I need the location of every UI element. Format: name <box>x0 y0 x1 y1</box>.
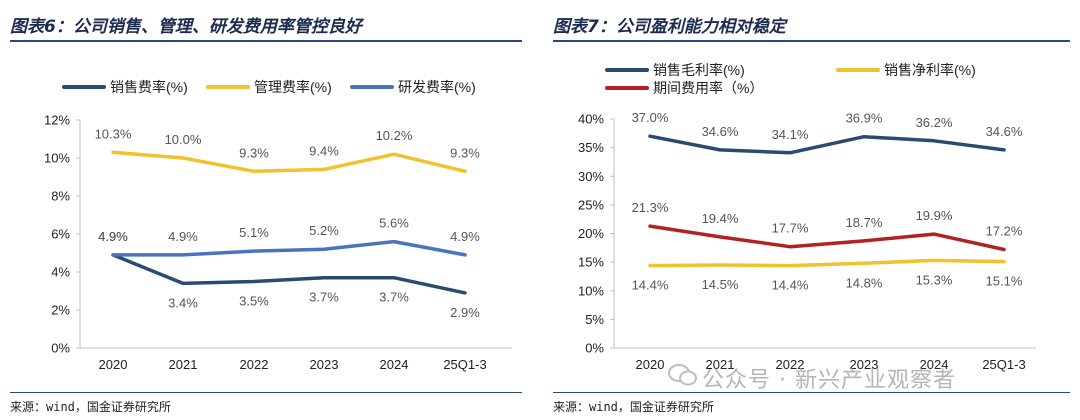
right-legend-label-0: 销售毛利率(%) <box>653 62 745 78</box>
right-series-line-2 <box>648 224 1006 252</box>
right-data-label: 34.6% <box>702 124 739 139</box>
right-y-tick-label: 40% <box>578 112 604 127</box>
right-data-label: 15.1% <box>986 274 1023 289</box>
left-series-line-0 <box>111 253 467 295</box>
right-x-tick-label: 2024 <box>920 357 949 372</box>
left-y-tick-label: 10% <box>44 151 70 166</box>
left-y-tick-label: 0% <box>51 341 70 356</box>
left-data-label: 10.3% <box>95 126 132 141</box>
right-y-tick-label: 10% <box>578 283 604 298</box>
watermark-text: 公众号 · 新兴产业观察者 <box>702 368 956 393</box>
left-x-tick-label: 2022 <box>240 357 269 372</box>
left-source-rule <box>10 392 522 393</box>
left-y-tick-label: 12% <box>44 113 70 128</box>
right-data-label: 17.2% <box>986 224 1023 239</box>
right-data-label: 14.4% <box>772 278 809 293</box>
right-y-tick-label: 5% <box>585 312 604 327</box>
left-data-label: 5.1% <box>239 225 269 240</box>
left-y-tick-label: 4% <box>51 265 70 280</box>
left-x-tick-label: 25Q1-3 <box>443 357 486 372</box>
right-data-label: 21.3% <box>632 200 669 215</box>
left-data-label: 10.0% <box>165 132 202 147</box>
right-legend-label-2: 期间费用率（%） <box>653 80 763 96</box>
left-y-tick-label: 8% <box>51 189 70 204</box>
right-data-label: 19.4% <box>702 211 739 226</box>
wechat-icon <box>668 364 697 386</box>
right-series-line-0 <box>648 134 1006 155</box>
right-source-rule <box>553 392 1070 393</box>
left-data-label: 5.2% <box>309 223 339 238</box>
right-data-label: 34.6% <box>986 124 1023 139</box>
right-y-tick-label: 35% <box>578 140 604 155</box>
right-source-note: 来源：wind，国金证券研究所 <box>553 400 714 414</box>
left-data-label: 4.9% <box>98 229 128 244</box>
right-y-tick-label: 20% <box>578 226 604 241</box>
left-data-label: 4.9% <box>450 229 480 244</box>
left-data-label: 9.3% <box>239 145 269 160</box>
left-chart-title: 图表6：公司销售、管理、研发费用率管控良好 <box>10 17 362 37</box>
right-y-tick-label: 0% <box>585 341 604 356</box>
left-data-label: 2.9% <box>450 305 480 320</box>
right-data-label: 15.3% <box>916 272 953 287</box>
right-data-label: 19.9% <box>916 208 953 223</box>
left-y-tick-label: 6% <box>51 227 70 242</box>
right-y-tick-label: 25% <box>578 197 604 212</box>
left-title-rule <box>10 40 522 42</box>
right-data-label: 34.1% <box>772 127 809 142</box>
left-data-label: 3.4% <box>168 295 198 310</box>
right-data-label: 37.0% <box>632 110 669 125</box>
right-series-line-1 <box>648 258 1006 268</box>
right-y-tick-label: 30% <box>578 169 604 184</box>
left-legend-label-2: 研发费率(%) <box>398 79 476 95</box>
left-data-label: 4.9% <box>168 229 198 244</box>
right-data-label: 36.9% <box>846 111 883 126</box>
right-chart-title: 图表7：公司盈利能力相对稳定 <box>553 17 786 37</box>
left-x-tick-label: 2023 <box>310 357 339 372</box>
right-data-label: 14.4% <box>632 278 669 293</box>
left-data-label: 10.2% <box>376 128 413 143</box>
right-legend-label-1: 销售净利率(%) <box>884 62 976 78</box>
left-x-tick-label: 2020 <box>99 357 128 372</box>
left-data-label: 9.4% <box>309 143 339 158</box>
right-data-label: 14.5% <box>702 277 739 292</box>
right-x-tick-label: 2020 <box>636 357 665 372</box>
left-legend-label-0: 销售费率(%) <box>110 79 188 95</box>
left-data-label: 3.7% <box>309 290 339 305</box>
left-y-tick-label: 2% <box>51 303 70 318</box>
left-legend-label-1: 管理费率(%) <box>254 79 332 95</box>
right-x-tick-label: 2021 <box>706 357 735 372</box>
right-x-tick-label: 2022 <box>776 357 805 372</box>
left-data-label: 5.6% <box>379 216 409 231</box>
left-x-tick-label: 2021 <box>169 357 198 372</box>
left-data-label: 3.5% <box>239 294 269 309</box>
left-x-tick-label: 2024 <box>380 357 409 372</box>
right-data-label: 14.8% <box>846 275 883 290</box>
right-data-label: 17.7% <box>772 221 809 236</box>
right-data-label: 18.7% <box>846 215 883 230</box>
left-data-label: 3.7% <box>379 290 409 305</box>
right-x-tick-label: 25Q1-3 <box>982 357 1025 372</box>
left-data-label: 9.3% <box>450 145 480 160</box>
right-data-label: 36.2% <box>916 115 953 130</box>
left-series-line-1 <box>111 150 467 174</box>
right-y-tick-label: 15% <box>578 255 604 270</box>
left-data-label: 4.9% <box>98 229 128 244</box>
left-series-line-2 <box>111 239 467 257</box>
left-source-note: 来源：wind，国金证券研究所 <box>10 400 171 414</box>
right-x-tick-label: 2023 <box>850 357 879 372</box>
right-title-rule <box>553 40 1070 42</box>
